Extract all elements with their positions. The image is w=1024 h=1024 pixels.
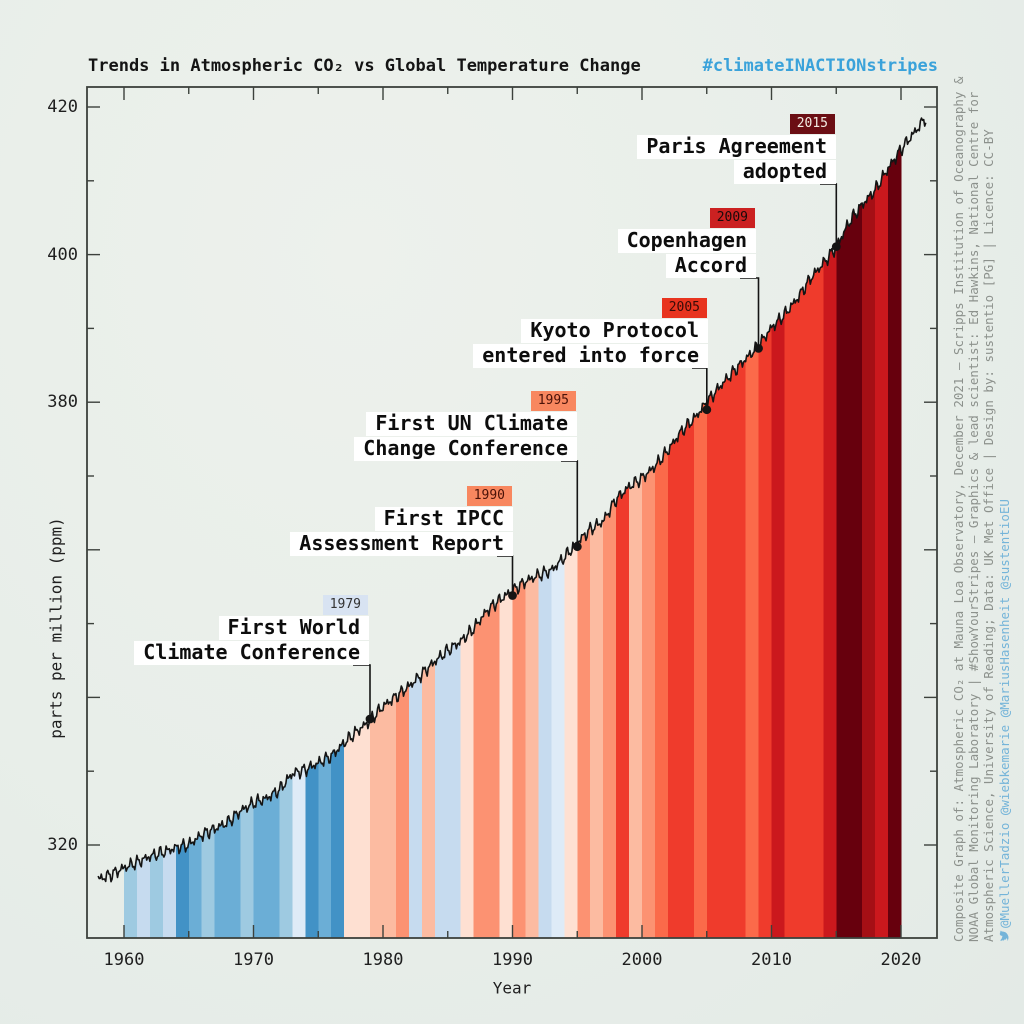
event-label-line: Assessment Report — [290, 532, 513, 556]
x-tick-label-1960: 1960 — [103, 950, 145, 970]
x-tick-label-2010: 2010 — [751, 950, 792, 970]
warming-stripe-2012 — [797, 118, 811, 938]
warming-stripe-2019 — [888, 118, 902, 938]
warming-stripe-1964 — [175, 118, 190, 938]
event-annotation-2009: 2009 Copenhagen Accord — [617, 206, 756, 278]
credit-line-1: Composite Graph of: Atmospheric CO₂ at M… — [951, 76, 966, 942]
event-annotation-1995: 1995 First UN Climate Change Conference — [354, 389, 577, 461]
event-dot-2005 — [702, 405, 712, 415]
x-tick-label-1970: 1970 — [233, 950, 274, 970]
event-label-line: Climate Conference — [134, 641, 369, 665]
event-year-badge-1979: 1979 — [322, 595, 368, 615]
x-tick-label-1980: 1980 — [362, 950, 404, 970]
event-dot-2009 — [754, 344, 763, 353]
warming-stripe-1970 — [253, 118, 267, 938]
event-leader-line-1979 — [353, 664, 371, 715]
page-title: Trends in Atmospheric CO₂ vs Global Temp… — [88, 56, 641, 76]
warming-stripe-1966 — [201, 118, 215, 938]
event-dot-1990 — [508, 591, 517, 600]
event-label-line: Copenhagen — [617, 229, 756, 253]
warming-stripe-1995 — [577, 118, 591, 938]
warming-stripe-1961 — [136, 118, 151, 938]
event-leader-line-1990 — [497, 555, 514, 592]
event-annotation-1990: 1990 First IPCC Assessment Report — [290, 484, 513, 556]
event-dot-2015 — [831, 242, 841, 252]
y-tick-label-420: 420 — [47, 97, 78, 117]
event-annotation-2015: 2015 Paris Agreement adopted — [637, 112, 836, 184]
x-axis-title: Year — [492, 978, 532, 998]
event-label-line: entered into force — [473, 344, 708, 368]
x-tick-label-1990: 1990 — [492, 950, 533, 970]
event-leader-line-2005 — [692, 367, 708, 406]
social-handles-text: @MuellerTadzio @wiebkemarie @MariusHasen… — [997, 499, 1012, 928]
warming-stripe-2018 — [875, 118, 889, 938]
event-dot-1995 — [572, 542, 582, 552]
event-label-line: Accord — [665, 254, 756, 278]
event-year-badge-2009: 2009 — [709, 208, 755, 228]
event-dot-1979 — [365, 714, 375, 724]
event-annotation-2005: 2005 Kyoto Protocol entered into force — [473, 296, 708, 368]
event-label-line: Kyoto Protocol — [521, 319, 708, 343]
warming-stripe-1965 — [188, 118, 202, 938]
event-leader-line-2015 — [820, 183, 838, 243]
warming-stripe-1992 — [538, 118, 552, 938]
warming-stripe-1993 — [551, 118, 565, 938]
event-leader-line-1995 — [561, 460, 579, 543]
event-annotation-1979: 1979 First World Climate Conference — [134, 593, 369, 665]
event-label-line: Change Conference — [354, 437, 577, 461]
event-label-line: First IPCC — [374, 507, 513, 531]
warming-stripe-1994 — [564, 118, 578, 938]
twitter-icon — [998, 930, 1013, 942]
event-year-badge-1990: 1990 — [466, 486, 512, 506]
event-year-badge-1995: 1995 — [530, 391, 576, 411]
event-label-line: First World — [218, 616, 369, 640]
warming-stripe-2013 — [810, 118, 824, 938]
warming-stripe-2015 — [836, 118, 850, 938]
credit-line-3: Atmospheric Science, University of Readi… — [981, 129, 996, 942]
event-year-badge-2005: 2005 — [661, 298, 707, 318]
hashtag-climateinactionstripes: #climateINACTIONstripes — [702, 56, 938, 76]
x-tick-label-2000: 2000 — [621, 950, 663, 970]
warming-stripe-2009 — [758, 118, 772, 938]
warming-stripe-1996 — [590, 118, 604, 938]
y-tick-label-380: 380 — [47, 392, 78, 413]
warming-stripe-1963 — [162, 118, 177, 938]
warming-stripe-1962 — [149, 118, 164, 938]
warming-stripe-1971 — [266, 118, 280, 938]
warming-stripe-2016 — [849, 118, 863, 938]
warming-stripe-1960 — [124, 118, 138, 938]
y-axis-title: parts per million (ppm) — [46, 517, 66, 739]
event-label-line: adopted — [733, 160, 836, 184]
event-year-badge-2015: 2015 — [789, 114, 835, 134]
warming-stripe-2014 — [823, 118, 837, 938]
credit-social-handles: @MuellerTadzio @wiebkemarie @MariusHasen… — [997, 499, 1013, 942]
x-tick-label-2020: 2020 — [880, 950, 922, 970]
warming-stripe-2011 — [784, 118, 798, 938]
credit-line-2: NOAA Global Monitoring Laboratory | #Sho… — [966, 91, 981, 942]
y-tick-label-320: 320 — [47, 835, 78, 855]
warming-stripe-2010 — [771, 118, 785, 938]
event-label-line: First UN Climate — [366, 412, 577, 436]
warming-stripe-1990 — [512, 118, 526, 938]
warming-stripe-2017 — [862, 118, 876, 938]
warming-stripe-1967 — [214, 118, 228, 938]
event-label-line: Paris Agreement — [637, 135, 836, 159]
y-tick-label-400: 400 — [47, 244, 78, 265]
warming-stripe-1991 — [525, 118, 539, 938]
event-leader-line-2009 — [740, 277, 760, 345]
warming-stripe-1968 — [227, 118, 241, 938]
